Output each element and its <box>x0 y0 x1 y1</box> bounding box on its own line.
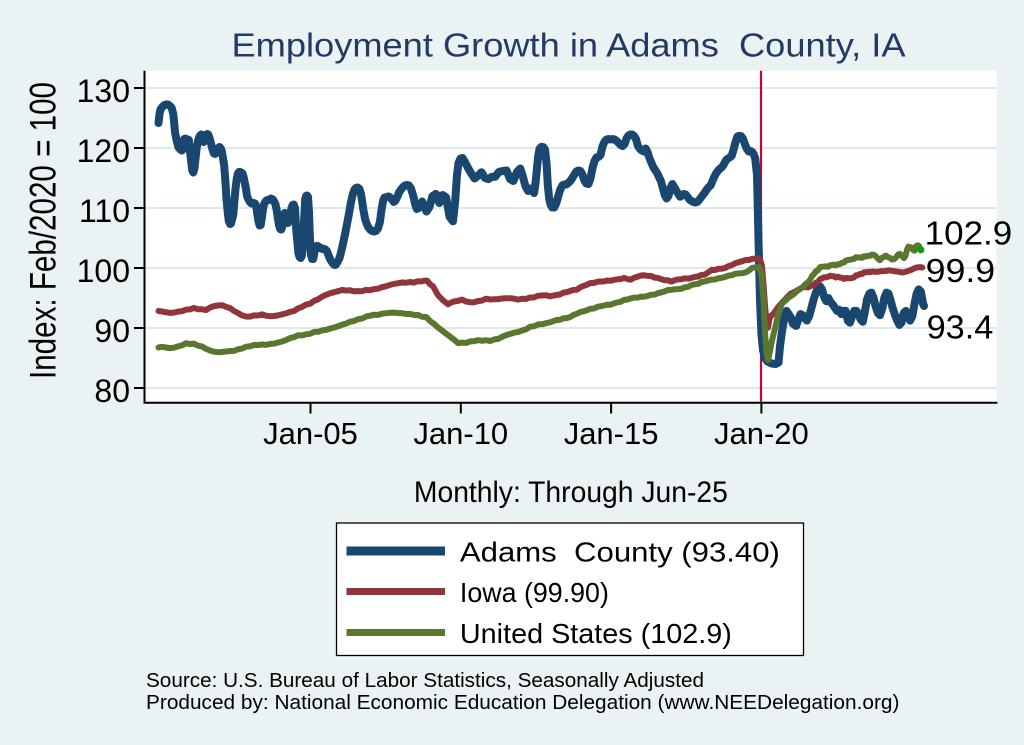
svg-text:Jan-10: Jan-10 <box>413 416 508 451</box>
svg-text:Produced by: National Economic: Produced by: National Economic Education… <box>146 692 899 714</box>
svg-text:Monthly: Through Jun-25: Monthly: Through Jun-25 <box>414 476 728 509</box>
svg-text:99.9: 99.9 <box>926 252 996 289</box>
svg-text:Jan-15: Jan-15 <box>564 416 659 451</box>
svg-text:Index: Feb/2020 = 100: Index: Feb/2020 = 100 <box>23 82 64 379</box>
svg-text:102.9: 102.9 <box>925 215 1013 252</box>
svg-text:Iowa (99.90): Iowa (99.90) <box>460 577 609 608</box>
svg-text:80: 80 <box>94 373 130 409</box>
svg-text:Adams County (93.40): Adams County (93.40) <box>460 537 780 568</box>
svg-text:Jan-05: Jan-05 <box>263 416 358 451</box>
svg-text:120: 120 <box>77 133 130 169</box>
svg-text:93.4: 93.4 <box>927 309 994 346</box>
svg-text:110: 110 <box>79 193 130 229</box>
svg-text:Jan-20: Jan-20 <box>714 416 809 451</box>
svg-text:130: 130 <box>77 73 130 109</box>
svg-text:100: 100 <box>77 253 130 289</box>
svg-text:Source: U.S. Bureau of Labor S: Source: U.S. Bureau of Labor Statistics,… <box>146 670 704 692</box>
svg-text:90: 90 <box>94 313 130 349</box>
svg-text:United States (102.9): United States (102.9) <box>460 618 732 649</box>
svg-text:Employment Growth in Adams Co: Employment Growth in Adams County, IA <box>232 27 906 64</box>
